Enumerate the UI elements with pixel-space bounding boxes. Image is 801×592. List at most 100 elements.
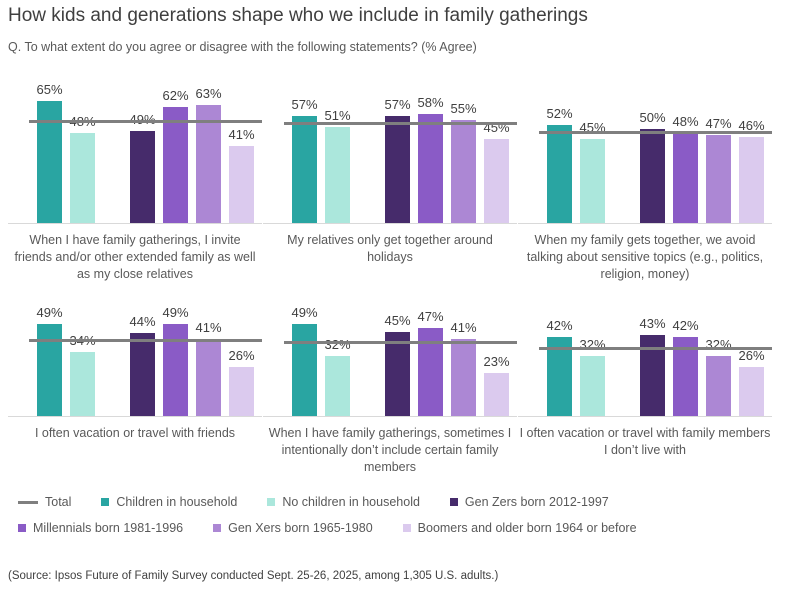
chart-panel-4: 49%34%44%49%41%26% I often vacation or t… [8, 290, 262, 476]
bar [451, 339, 476, 416]
series-swatch-icon [213, 524, 222, 532]
source-note: (Source: Ipsos Future of Family Survey c… [8, 570, 499, 582]
series-swatch-icon [402, 524, 411, 532]
chart-panel-3: 52% 45% 50% 48% 47% 46% When my family gets t… [518, 60, 772, 290]
total-line-swatch-icon [18, 500, 38, 504]
chart-caption: My relatives only get together around ho… [287, 233, 493, 264]
bar [580, 356, 605, 416]
legend-item: Gen Zers born 2012-1997 [449, 495, 609, 509]
bar-value-label: 42% [546, 318, 573, 333]
plot-area: 42% 32% 43% 42% 32% 26% [546, 290, 765, 416]
bar-value-label: 62% [162, 88, 189, 103]
bar [739, 137, 764, 223]
bar [325, 356, 350, 416]
legend-item: Boomers and older born 1964 or before [402, 521, 637, 535]
bar [325, 127, 350, 223]
bar [196, 339, 221, 416]
plot-area: 65%48%49%62%63%41% [36, 60, 255, 223]
bar [706, 356, 731, 416]
chart-caption: When I have family gatherings, sometimes… [268, 426, 512, 474]
bar [739, 367, 764, 416]
bar [70, 133, 95, 223]
bar [196, 105, 221, 223]
series-swatch-icon [18, 524, 26, 532]
chart-caption: When I have family gatherings, I invite … [14, 233, 256, 281]
bar [163, 324, 188, 416]
bar [673, 337, 698, 416]
x-axis-line [8, 416, 262, 417]
legend-label: Children in household [116, 495, 238, 509]
total-line [284, 122, 517, 126]
bar-value-label: 41% [195, 320, 222, 335]
bar-value-label: 47% [705, 116, 732, 131]
bar [130, 333, 155, 416]
legend-item: Total [18, 495, 71, 509]
series-swatch-icon [449, 498, 458, 506]
chart-caption: When my family gets together, we avoid t… [526, 233, 764, 281]
legend-row-1: Total Children in household No children in… [18, 489, 637, 515]
bar-value-label: 26% [738, 348, 765, 363]
total-line [539, 346, 772, 350]
chart-panel-2: 57% 51% 57% 58% 55% 45% My relatives only get… [263, 60, 517, 290]
bar [673, 133, 698, 223]
legend-item: Millennials born 1981-1996 [18, 521, 183, 535]
bar [163, 107, 188, 223]
chart-panel-5: 49% 32% 45% 47% 41% 23% When I have family ga… [263, 290, 517, 476]
bar [292, 116, 317, 223]
plot-area: 49%34%44%49%41%26% [36, 290, 255, 416]
plot-area: 52% 45% 50% 48% 47% 46% [546, 60, 765, 223]
bar-value-label: 32% [324, 337, 351, 352]
bar [385, 332, 410, 416]
bar [484, 373, 509, 416]
total-line [29, 339, 262, 343]
legend-item: No children in household [267, 495, 420, 509]
bar-value-label: 45% [579, 120, 606, 135]
legend-label: Boomers and older born 1964 or before [417, 521, 637, 535]
bar-value-label: 46% [738, 118, 765, 133]
legend-item: Gen Xers born 1965-1980 [213, 521, 373, 535]
x-axis-line [8, 223, 262, 224]
bar-value-label: 57% [384, 97, 411, 112]
bar [547, 125, 572, 223]
chart-panel-1: 65%48%49%62%63%41% When I have family ga… [8, 60, 262, 290]
question-subtitle: Q. To what extent do you agree or disagr… [8, 40, 477, 54]
x-axis-line [518, 416, 772, 417]
page-title: How kids and generations shape who we in… [8, 5, 588, 26]
chart-panel-6: 42% 32% 43% 42% 32% 26% I often vacation or t… [518, 290, 772, 476]
bar [706, 135, 731, 223]
legend-label: Total [45, 495, 72, 509]
total-line [539, 131, 772, 135]
legend-label: Millennials born 1981-1996 [33, 521, 184, 535]
bar [37, 324, 62, 416]
bar [385, 116, 410, 223]
bar-value-label: 51% [324, 108, 351, 123]
bar-value-label: 42% [672, 318, 699, 333]
bar [484, 139, 509, 223]
bar-value-label: 49% [129, 112, 155, 127]
bar-value-label: 49% [291, 305, 318, 320]
bar-value-label: 50% [639, 110, 666, 125]
bar-value-label: 52% [546, 106, 573, 121]
bar-value-label: 55% [450, 101, 477, 116]
bar-value-label: 45% [384, 313, 411, 328]
bar [229, 146, 254, 223]
bar-value-label: 23% [483, 354, 510, 369]
bar-value-label: 43% [639, 316, 666, 331]
chart-caption: I often vacation or travel with family m… [519, 426, 771, 457]
bar-value-label: 44% [129, 314, 156, 329]
total-line [284, 341, 517, 345]
legend-row-2: Millennials born 1981-1996 Gen Xers born … [18, 515, 637, 541]
x-axis-line [518, 223, 772, 224]
series-swatch-icon [267, 498, 276, 506]
bar-value-label: 57% [291, 97, 318, 112]
bar [292, 324, 317, 416]
plot-area: 49% 32% 45% 47% 41% 23% [291, 290, 510, 416]
bar-value-label: 58% [417, 95, 444, 110]
legend-label: Gen Xers born 1965-1980 [228, 521, 373, 535]
bar-value-label: 49% [36, 305, 63, 320]
x-axis-line [263, 223, 517, 224]
bar [418, 114, 443, 223]
bar [130, 131, 155, 223]
bar-value-label: 26% [228, 348, 255, 363]
